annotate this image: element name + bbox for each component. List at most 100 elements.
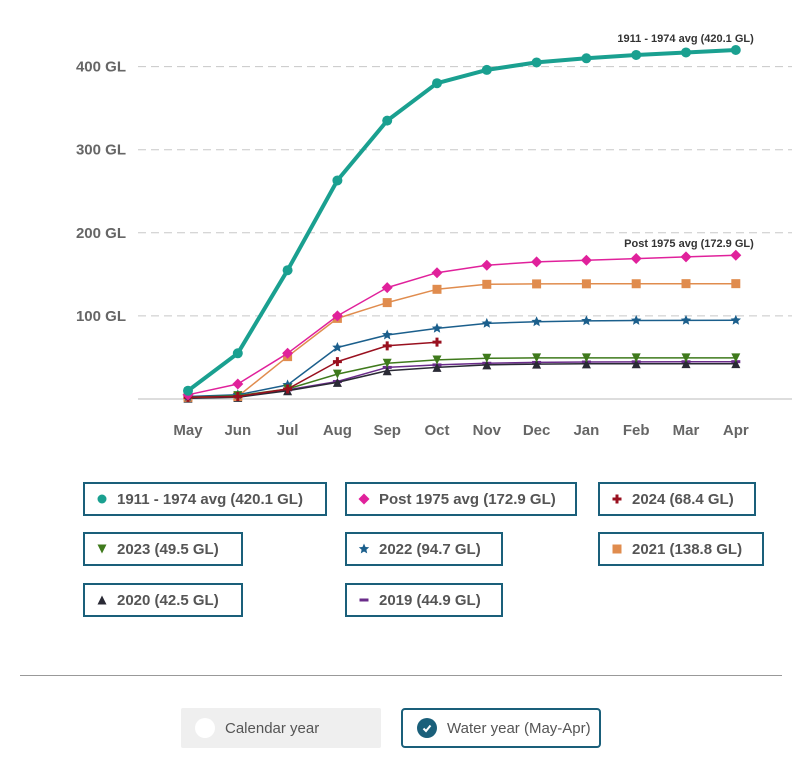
data-point <box>332 357 342 367</box>
water-year-toggle[interactable]: Water year (May-Apr) <box>401 708 601 748</box>
data-point <box>482 279 492 289</box>
data-point <box>282 347 294 359</box>
data-point <box>97 595 107 605</box>
data-point <box>730 249 742 261</box>
legend-item[interactable]: 2023 (49.5 GL) <box>83 532 243 566</box>
series-end-label: 1911 - 1974 avg (420.1 GL) <box>617 33 754 45</box>
x-tick-label: Jun <box>224 422 251 439</box>
data-point <box>382 358 392 368</box>
x-tick-label: Jan <box>573 422 599 439</box>
legend-label: 2024 (68.4 GL) <box>632 490 734 508</box>
data-point <box>680 251 692 263</box>
data-point <box>282 265 293 276</box>
data-point <box>581 315 592 326</box>
data-point <box>283 384 293 394</box>
data-point <box>432 284 442 294</box>
series-line <box>187 362 736 399</box>
water-year-label: Water year (May-Apr) <box>447 719 591 737</box>
data-point <box>731 353 741 363</box>
series-2 <box>183 337 442 402</box>
data-point <box>581 359 591 369</box>
legend-item[interactable]: 2021 (138.8 GL) <box>598 532 764 566</box>
series-line <box>187 254 736 396</box>
data-point <box>681 279 691 289</box>
data-point <box>612 544 622 554</box>
data-point <box>481 259 493 271</box>
calendar-year-toggle[interactable]: Calendar year <box>181 708 381 748</box>
dash-marker-icon <box>357 593 371 607</box>
data-point <box>97 544 107 554</box>
data-point <box>97 494 107 504</box>
series-0: 1911 - 1974 avg (420.1 GL) <box>183 33 754 396</box>
legend-item[interactable]: 2019 (44.9 GL) <box>345 583 503 617</box>
data-point <box>581 279 591 289</box>
legend-item[interactable]: 1911 - 1974 avg (420.1 GL) <box>83 482 327 516</box>
data-point <box>382 366 392 376</box>
data-point <box>630 253 642 265</box>
data-point <box>382 341 392 351</box>
data-point <box>681 353 691 363</box>
data-point <box>681 47 691 58</box>
y-tick-label: 300 GL <box>76 142 126 159</box>
legend-item[interactable]: Post 1975 avg (172.9 GL) <box>345 482 577 516</box>
data-point <box>432 78 442 89</box>
data-point <box>481 317 492 328</box>
radio-unselected-icon <box>195 718 215 738</box>
star-marker-icon <box>357 542 371 556</box>
x-tick-label: Sep <box>373 422 401 439</box>
x-tick-label: Aug <box>323 422 352 439</box>
square-marker-icon <box>610 542 624 556</box>
data-point <box>730 44 741 55</box>
circle-marker-icon <box>95 492 109 506</box>
data-point <box>481 64 492 75</box>
legend-item[interactable]: 2024 (68.4 GL) <box>598 482 756 516</box>
x-tick-label: Apr <box>723 422 749 439</box>
data-point <box>382 298 392 308</box>
legend-item[interactable]: 2022 (94.7 GL) <box>345 532 503 566</box>
data-point <box>432 337 442 347</box>
data-point <box>382 115 393 126</box>
y-tick-label: 100 GL <box>76 308 126 325</box>
calendar-year-label: Calendar year <box>225 719 320 737</box>
data-point <box>431 322 443 333</box>
data-point <box>631 353 641 363</box>
data-point <box>482 360 492 370</box>
series-1: Post 1975 avg (172.9 GL) <box>182 238 754 401</box>
legend-item[interactable]: 2020 (42.5 GL) <box>83 583 243 617</box>
triangle-up-marker-icon <box>95 593 109 607</box>
data-point <box>731 359 741 369</box>
data-point <box>432 362 442 372</box>
data-point <box>382 329 393 340</box>
legend-label: Post 1975 avg (172.9 GL) <box>379 490 556 508</box>
y-tick-label: 400 GL <box>76 59 126 76</box>
data-point <box>233 392 243 402</box>
data-point <box>580 254 592 266</box>
data-point <box>183 385 193 396</box>
data-point <box>612 494 622 504</box>
x-tick-label: Mar <box>673 422 700 439</box>
series-line <box>187 341 438 399</box>
data-point <box>531 256 543 268</box>
x-tick-label: Dec <box>523 422 551 439</box>
data-point <box>731 279 741 289</box>
plus-marker-icon <box>610 492 624 506</box>
y-tick-label: 200 GL <box>76 225 126 242</box>
legend-label: 1911 - 1974 avg (420.1 GL) <box>117 490 303 508</box>
diamond-marker-icon <box>357 492 371 506</box>
legend-label: 2019 (44.9 GL) <box>379 591 481 609</box>
series-end-label: Post 1975 avg (172.9 GL) <box>624 238 754 250</box>
data-point <box>331 310 343 322</box>
series-3 <box>183 353 741 402</box>
x-tick-label: Feb <box>623 422 650 439</box>
data-point <box>681 359 691 369</box>
data-point <box>482 353 492 363</box>
data-point <box>332 369 342 379</box>
legend-label: 2020 (42.5 GL) <box>117 591 219 609</box>
triangle-down-marker-icon <box>95 542 109 556</box>
data-point <box>232 348 243 359</box>
data-point <box>631 279 641 289</box>
data-point <box>631 359 641 369</box>
data-point <box>332 342 343 352</box>
x-tick-label: Oct <box>424 422 449 439</box>
data-point <box>532 279 542 289</box>
